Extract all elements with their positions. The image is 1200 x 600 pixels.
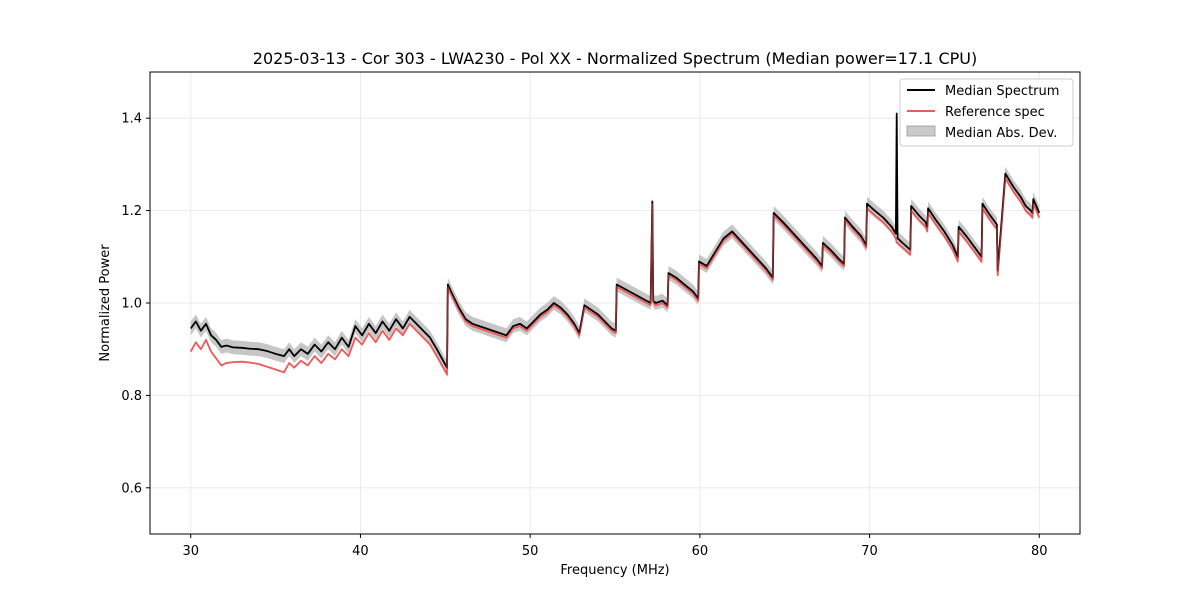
legend-mad-swatch [906,125,936,137]
mad-band [190,106,1040,375]
y-axis-label: Normalized Power [98,244,113,362]
y-tick-label: 0.8 [121,389,142,404]
y-axis-ticks: 0.6 0.8 1.0 1.2 1.4 [121,112,150,496]
legend-mad-label: Median Abs. Dev. [945,126,1057,141]
x-tick-label: 80 [1031,544,1048,559]
y-tick-label: 1.0 [121,297,142,312]
x-axis-label: Frequency (MHz) [560,563,669,578]
legend: Median Spectrum Reference spec Median Ab… [899,78,1074,147]
y-tick-label: 1.4 [121,112,142,127]
x-tick-label: 70 [861,544,878,559]
legend-median-label: Median Spectrum [945,84,1059,99]
x-axis-ticks: 30 40 50 60 70 80 [182,534,1048,559]
mad-band-group [190,106,1040,375]
legend-box [899,78,1074,147]
series-group [189,112,1041,378]
chart-title: 2025-03-13 - Cor 303 - LWA230 - Pol XX -… [253,49,977,68]
x-tick-label: 50 [522,544,539,559]
median-spectrum-line [190,112,1041,369]
x-tick-label: 40 [352,544,369,559]
x-tick-label: 30 [182,544,199,559]
legend-reference-label: Reference spec [945,105,1045,120]
reference-spec-overlay [190,176,1040,378]
y-tick-label: 1.2 [121,204,142,219]
y-tick-label: 0.6 [121,481,142,496]
x-tick-label: 60 [692,544,709,559]
